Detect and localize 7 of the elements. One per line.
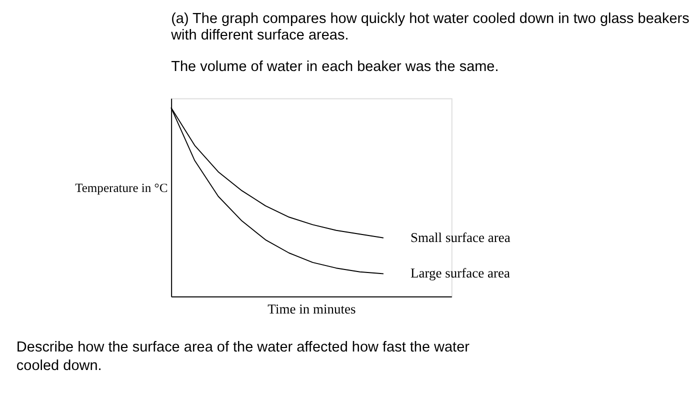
series-label: Small surface area [410,230,510,245]
chart-subtitle: The volume of water in each beaker was the same. [171,59,499,76]
y-axis-title: Temperature in °C [75,180,168,195]
text: (a) The graph compares how quickly hot water cooled down in two glass beakers with different surface areas. [170,10,690,44]
text: Describe how the surface area of the water affected how fast the water cooled down. [16,339,470,374]
x-axis-title: Time in minutes [268,301,356,316]
series-label: Large surface area [410,266,510,281]
